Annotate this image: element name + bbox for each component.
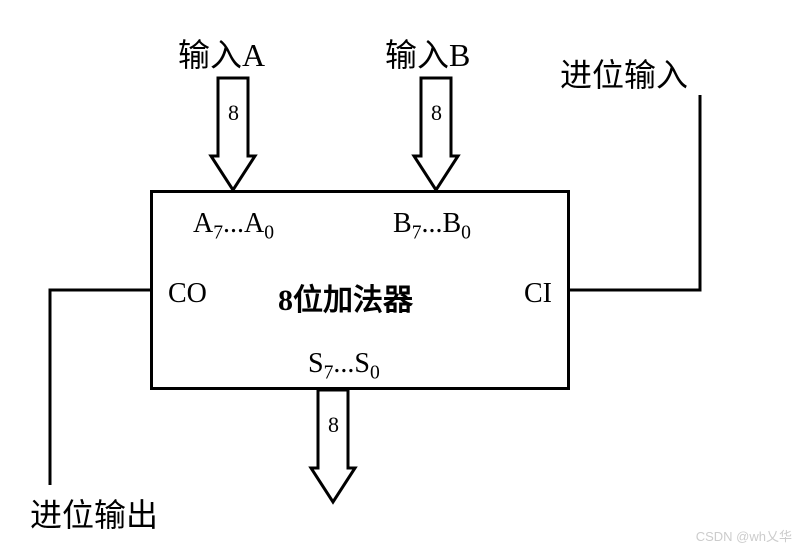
adder-block-diagram: 输入A 输入B 进位输入 进位输出 8 8 A7...A0 B7...B0 CO…	[0, 0, 802, 553]
watermark: CSDN @wh乂华	[696, 526, 792, 545]
co-wire	[0, 0, 802, 553]
